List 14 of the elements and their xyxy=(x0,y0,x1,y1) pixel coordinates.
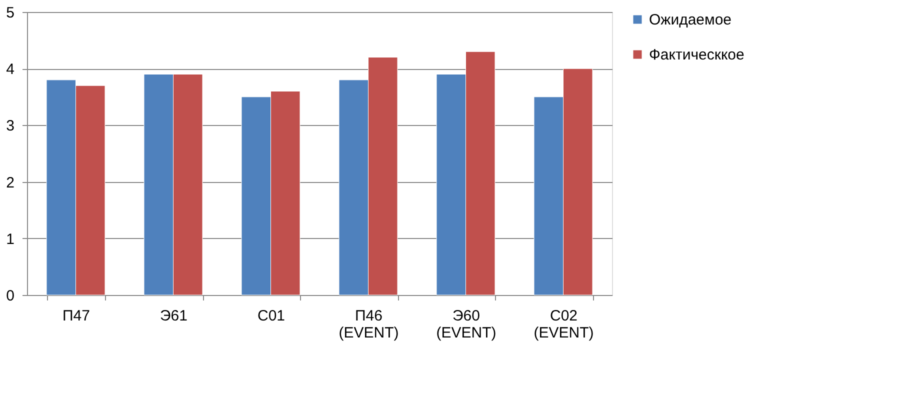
x-tick-label: Э60 (EVENT) xyxy=(436,308,496,342)
legend-label: Ожидаемое xyxy=(649,12,732,28)
legend-label: Фактическкое xyxy=(649,46,744,64)
y-tick-label: 2 xyxy=(6,174,14,192)
y-tick-label: 1 xyxy=(6,230,14,248)
x-tick-label: П47 xyxy=(62,308,90,324)
y-tick-label: 5 xyxy=(6,4,14,22)
y-tick-label: 0 xyxy=(6,288,14,304)
x-tick-label: С02 (EVENT) xyxy=(534,308,594,342)
x-tick-label: Э61 xyxy=(160,308,188,324)
x-tick-label: П46 (EVENT) xyxy=(338,308,399,342)
y-tick-label: 3 xyxy=(6,118,14,135)
x-tick-label: С01 xyxy=(257,308,286,324)
y-tick-label: 4 xyxy=(6,61,14,78)
